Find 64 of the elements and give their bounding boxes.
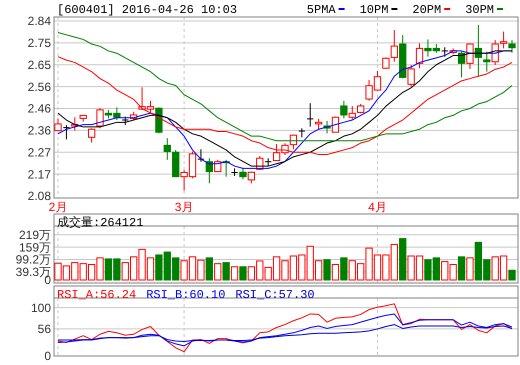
candlestick	[54, 118, 62, 132]
bar	[458, 256, 466, 280]
x-tick-label: 3月	[174, 200, 194, 214]
candlestick	[164, 138, 171, 160]
y-tick-label: 2.46	[28, 102, 52, 116]
y-tick-label: 219万	[18, 228, 51, 242]
candlestick	[416, 42, 424, 69]
y-tick-label: 99.2万	[16, 252, 51, 267]
y-tick-label: 2.65	[28, 58, 52, 72]
candlestick	[407, 64, 415, 88]
candlestick	[474, 24, 482, 77]
bar	[214, 263, 222, 280]
candlestick	[239, 168, 247, 180]
y-tick-label: 2.84	[28, 14, 52, 28]
legend-label: 5PMA	[306, 3, 336, 17]
legend-label: 20PM	[412, 3, 442, 17]
line-series	[57, 313, 513, 346]
line-series	[57, 324, 513, 342]
candlestick	[390, 29, 398, 62]
text: RSI_C:57.30	[235, 288, 315, 302]
bar	[466, 257, 474, 280]
legend-label: 30PM	[465, 3, 494, 17]
y-tick-label: 2.27	[28, 145, 52, 160]
candlestick	[483, 51, 490, 72]
candlestick	[382, 56, 390, 70]
candlestick	[62, 124, 70, 140]
bar	[508, 270, 516, 280]
y-tick-label: 100	[30, 300, 52, 315]
y-tick-label: 2.17	[28, 167, 52, 182]
candlestick	[248, 171, 256, 184]
bar	[323, 259, 331, 280]
candlestick	[441, 46, 448, 58]
y-tick-label: 2.08	[28, 189, 52, 204]
text: RSI_B:60.10	[146, 288, 226, 302]
bar	[222, 262, 230, 280]
candlestick	[306, 102, 314, 128]
candlestick	[314, 118, 322, 130]
candlestick	[348, 105, 356, 120]
y-tick-label: 2.36	[28, 124, 52, 138]
x-tick-label: 2月	[48, 200, 68, 214]
text: RSI_A:56.24	[57, 288, 136, 302]
legend-label: 10PM	[360, 3, 388, 17]
bar	[230, 266, 238, 280]
y-tick-label: 159万	[18, 240, 51, 254]
candlestick	[155, 106, 163, 134]
candlestick	[88, 128, 96, 144]
bar	[340, 257, 348, 280]
candlestick	[340, 100, 348, 119]
y-tick-label: 0	[44, 349, 52, 364]
y-tick-label: 2.75	[28, 36, 52, 50]
candlestick	[508, 40, 516, 54]
bar	[239, 266, 247, 280]
bar	[399, 238, 406, 280]
chart-title: [600401] 2016-04-26 10:03	[57, 3, 238, 17]
candlestick	[357, 103, 364, 114]
bar	[206, 257, 213, 280]
chart-title: 成交量:264121	[57, 215, 144, 230]
bar	[332, 264, 340, 280]
line-series	[57, 303, 513, 352]
candlestick	[458, 51, 466, 78]
y-tick-label: 2.56	[28, 80, 52, 94]
x-tick-label: 4月	[368, 200, 387, 214]
candlestick	[206, 158, 213, 184]
y-tick-label: 56	[38, 322, 52, 336]
